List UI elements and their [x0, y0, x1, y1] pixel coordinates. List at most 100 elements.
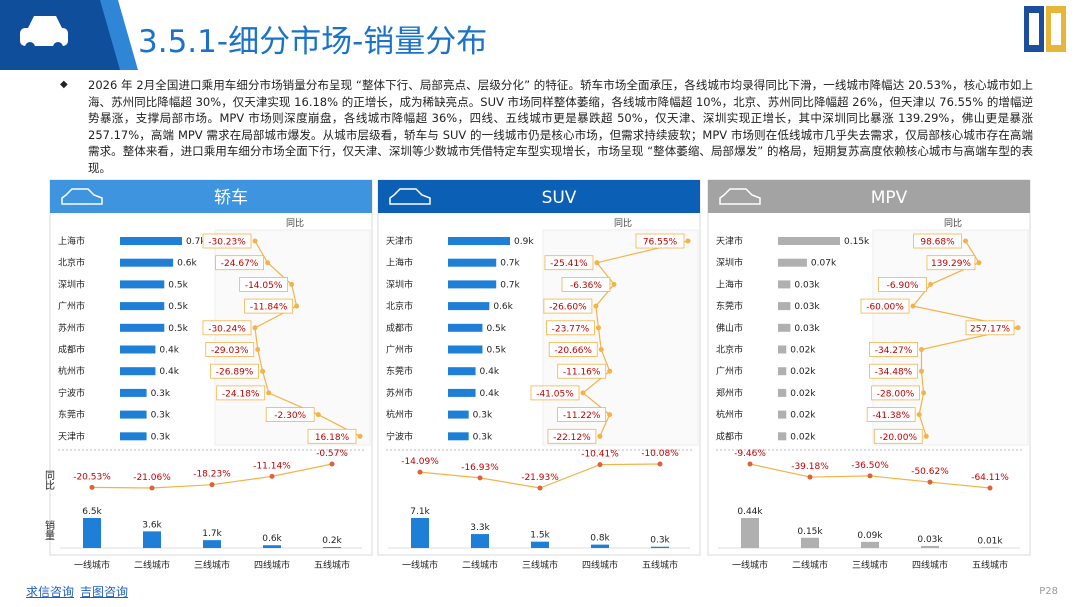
- tier-bar-label: 0.8k: [590, 534, 610, 544]
- yoy-point: [685, 238, 691, 244]
- tier-bar: [531, 541, 549, 548]
- footer-links: 求信咨询 吉图咨询: [26, 583, 134, 600]
- yoy-label: -23.77%: [552, 324, 590, 334]
- tier-yoy-label: -11.14%: [253, 461, 291, 471]
- bar-value-label: 0.6k: [493, 302, 513, 312]
- city-label: 成都市: [386, 322, 413, 334]
- yoy-label: 257.17%: [970, 324, 1010, 334]
- yoy-label: 139.29%: [931, 259, 971, 269]
- tier-yoy-label: -16.93%: [461, 463, 499, 473]
- bullet: ◆: [60, 79, 68, 90]
- city-label: 北京市: [716, 344, 743, 356]
- tier-bar: [203, 540, 221, 548]
- yoy-point: [1015, 325, 1021, 331]
- tier-yoy-point: [657, 461, 663, 467]
- city-label: 天津市: [716, 235, 743, 247]
- yoy-label-box: [635, 233, 685, 249]
- yoy-label: -26.60%: [549, 303, 587, 313]
- tier-bar: [263, 545, 281, 548]
- bar: [120, 323, 165, 332]
- logo: [1024, 6, 1066, 52]
- yoy-point: [357, 433, 363, 439]
- tier-label: 一线城市: [74, 559, 110, 571]
- bar: [778, 258, 807, 267]
- yoy-label-box: [547, 428, 597, 444]
- panel-header: [708, 180, 1030, 213]
- yoy-label: -30.24%: [208, 324, 246, 334]
- city-label: 东莞市: [58, 409, 85, 421]
- yoy-point: [315, 412, 321, 418]
- footer-link[interactable]: 求信咨询: [26, 585, 75, 599]
- bar: [778, 302, 791, 311]
- tier-yoy-label: -0.57%: [316, 449, 348, 459]
- tier-yoy-label: -36.50%: [851, 461, 889, 471]
- bar-value-label: 0.3k: [151, 389, 171, 399]
- tier-label: 三线城市: [194, 559, 230, 571]
- yoy-label: -60.00%: [866, 303, 904, 313]
- yoy-label: -24.18%: [222, 389, 260, 399]
- yoy-label-box: [544, 255, 594, 271]
- yoy-label-box: [926, 255, 976, 271]
- tier-yoy-point: [417, 469, 423, 475]
- tier-label: 四线城市: [582, 559, 618, 571]
- tier-yoy-point: [89, 484, 95, 490]
- yoy-label-box: [866, 407, 916, 423]
- city-label: 苏州市: [58, 322, 85, 334]
- bar-value-label: 0.5k: [486, 324, 506, 334]
- yoy-label: 98.68%: [920, 238, 955, 248]
- bar-value-label: 0.3k: [473, 432, 493, 442]
- city-label: 天津市: [386, 235, 413, 247]
- yoy-point: [923, 433, 929, 439]
- city-label: 深圳市: [386, 278, 413, 290]
- tier-yoy-label: -10.08%: [641, 449, 679, 459]
- bar-value-label: 0.7k: [500, 259, 520, 269]
- yoy-label: -11.22%: [563, 411, 601, 421]
- yoy-label: -20.00%: [879, 433, 917, 443]
- city-label: 天津市: [58, 430, 85, 442]
- bar: [120, 280, 165, 289]
- yoy-label-box: [543, 298, 593, 314]
- tier-label: 二线城市: [134, 559, 170, 571]
- bar-value-label: 0.5k: [168, 280, 188, 290]
- tier-yoy-point: [477, 475, 483, 481]
- yoy-label: -2.30%: [274, 411, 306, 421]
- tier-bar: [741, 518, 759, 548]
- city-label: 广州市: [58, 300, 85, 312]
- city-label: 宁波市: [58, 387, 85, 399]
- yoy-point: [252, 325, 258, 331]
- tier-bar-label: 6.5k: [82, 507, 102, 517]
- city-label: 深圳市: [716, 257, 743, 269]
- bar-value-label: 0.4k: [159, 367, 179, 377]
- yoy-header: 同比: [614, 217, 632, 229]
- bar-value-label: 0.02k: [790, 367, 816, 377]
- footer-link[interactable]: 吉图咨询: [80, 585, 129, 599]
- yoy-header: 同比: [286, 217, 304, 229]
- yoy-point: [260, 368, 266, 374]
- bar: [120, 345, 156, 354]
- tier-bar-label: 0.09k: [857, 531, 883, 541]
- tier-bar-label: 0.2k: [322, 536, 342, 546]
- city-label: 杭州市: [58, 365, 85, 377]
- tier-yoy-label: -10.41%: [581, 450, 619, 460]
- bar-value-label: 0.3k: [473, 411, 493, 421]
- city-label: 广州市: [716, 365, 743, 377]
- tier-bar-label: 7.1k: [410, 507, 430, 517]
- bar-value-label: 0.03k: [794, 324, 820, 334]
- city-label: 上海市: [716, 278, 743, 290]
- car-outline: [61, 188, 103, 205]
- city-label: 郑州市: [716, 387, 743, 399]
- yoy-label: 76.55%: [643, 238, 678, 248]
- yoy-label: -30.23%: [208, 238, 246, 248]
- bar-value-label: 0.07k: [811, 259, 837, 269]
- bar-value-label: 0.7k: [186, 237, 206, 247]
- yoy-point: [255, 347, 261, 352]
- bar: [778, 323, 791, 332]
- tier-yoy-label: -20.53%: [73, 472, 111, 482]
- yoy-point: [921, 390, 927, 396]
- yoy-point: [611, 281, 617, 287]
- summary-text: 2026 年 2月全国进口乘用车细分市场销量分布呈现 “整体下行、局部亮点、层级…: [88, 78, 1033, 175]
- title-accent: [100, 0, 138, 70]
- tier-yoy-label: -14.09%: [401, 457, 439, 467]
- yoy-label-box: [244, 298, 294, 314]
- bar-value-label: 0.15k: [844, 237, 870, 247]
